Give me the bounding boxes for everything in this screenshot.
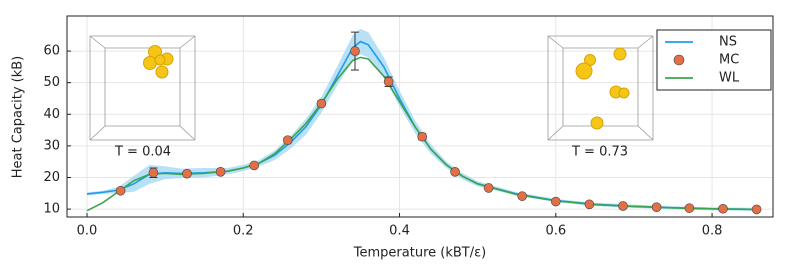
legend-label: NS [719,35,737,50]
legend-label: WL [719,71,740,86]
y-tick-label: 30 [43,138,60,153]
x-tick-label: 0.0 [77,224,98,239]
plot-area [86,28,762,215]
plot-frame [66,15,774,218]
data-point [684,203,695,213]
annotation: T = 0.04 [114,145,171,160]
data-point [182,168,192,179]
data-point [550,196,561,207]
data-point [584,199,595,210]
x-tick-label: 0.4 [389,224,410,239]
data-point [618,201,628,211]
data-point [148,167,159,178]
legend: NS MC WL [656,29,772,91]
inset-right [547,35,654,141]
data-point [115,185,126,196]
legend-label: MC [719,53,739,68]
series-line [86,56,759,212]
data-point [483,183,494,193]
data-point [249,160,260,171]
y-tick-label: 60 [43,44,60,59]
data-point [350,46,360,56]
x-tick-label: 0.8 [702,224,723,239]
legend-swatch [673,54,685,66]
data-point [283,135,293,146]
annotation: T = 0.73 [571,145,628,160]
data-point [417,131,427,142]
x-tick-label: 0.2 [233,224,254,239]
x-axis-label: Temperature (kBT/ε) [353,246,486,261]
data-point [718,203,728,214]
y-tick-label: 20 [43,170,60,185]
data-point [383,76,394,87]
data-point [517,191,527,201]
data-point [651,202,662,213]
data-point [751,204,762,215]
y-tick-label: 10 [43,202,60,217]
x-tick-label: 0.6 [545,224,566,239]
inset-left [89,35,196,141]
y-tick-label: 40 [43,107,60,122]
data-point [316,98,327,109]
y-tick-label: 50 [43,75,60,90]
data-point [215,167,226,177]
y-axis-label: Heat Capacity (kB) [11,56,26,179]
data-point [450,167,460,177]
